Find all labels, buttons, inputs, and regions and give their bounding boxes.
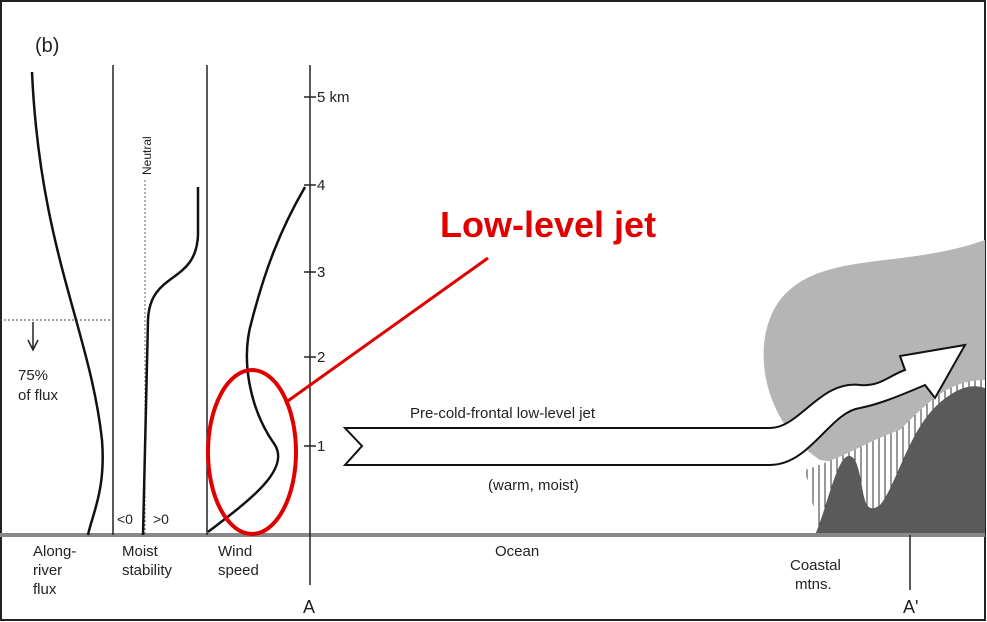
flux-arrow xyxy=(27,322,39,352)
callout-line xyxy=(284,256,489,405)
tick-label: 1 xyxy=(317,438,325,455)
jet-note: (warm, moist) xyxy=(488,477,579,494)
column-label: flux xyxy=(33,581,57,598)
mountain-label: mtns. xyxy=(795,576,832,593)
flux-note: of flux xyxy=(18,387,59,404)
mountains xyxy=(815,386,985,535)
height-ticks: 5 km 4 3 2 1 xyxy=(304,89,350,455)
column-label: Wind xyxy=(218,543,252,560)
flux-note: 75% xyxy=(18,367,48,384)
tick-label: 5 km xyxy=(317,89,350,106)
section-end-label: A xyxy=(303,597,315,617)
tick-label: 3 xyxy=(317,264,325,281)
column-labels: Along-river flux Moist stability Wind speed xyxy=(33,543,259,598)
stability-sign: <0 xyxy=(117,511,133,527)
ocean-label: Ocean xyxy=(495,543,539,560)
column-label: stability xyxy=(122,562,173,579)
tick-label: 2 xyxy=(317,349,325,366)
flux-profile xyxy=(30,71,104,536)
stability-profile xyxy=(141,187,200,536)
jet-arrow xyxy=(342,343,967,466)
callout-text: Low-level jet xyxy=(440,204,656,245)
column-label: river xyxy=(33,562,62,579)
stability-sign: >0 xyxy=(153,511,169,527)
mountain-label: Coastal xyxy=(790,557,841,574)
section-end-label: A' xyxy=(903,597,918,617)
column-label: Along- xyxy=(33,543,76,560)
column-label: speed xyxy=(218,562,259,579)
jet-label: Pre-cold-frontal low-level jet xyxy=(410,405,596,422)
wind-profile xyxy=(207,186,307,533)
column-label: Moist xyxy=(122,543,159,560)
panel-label: (b) xyxy=(35,35,59,57)
neutral-label: Neutral xyxy=(140,136,154,175)
tick-label: 4 xyxy=(317,177,325,194)
callout-ellipse xyxy=(206,368,298,536)
